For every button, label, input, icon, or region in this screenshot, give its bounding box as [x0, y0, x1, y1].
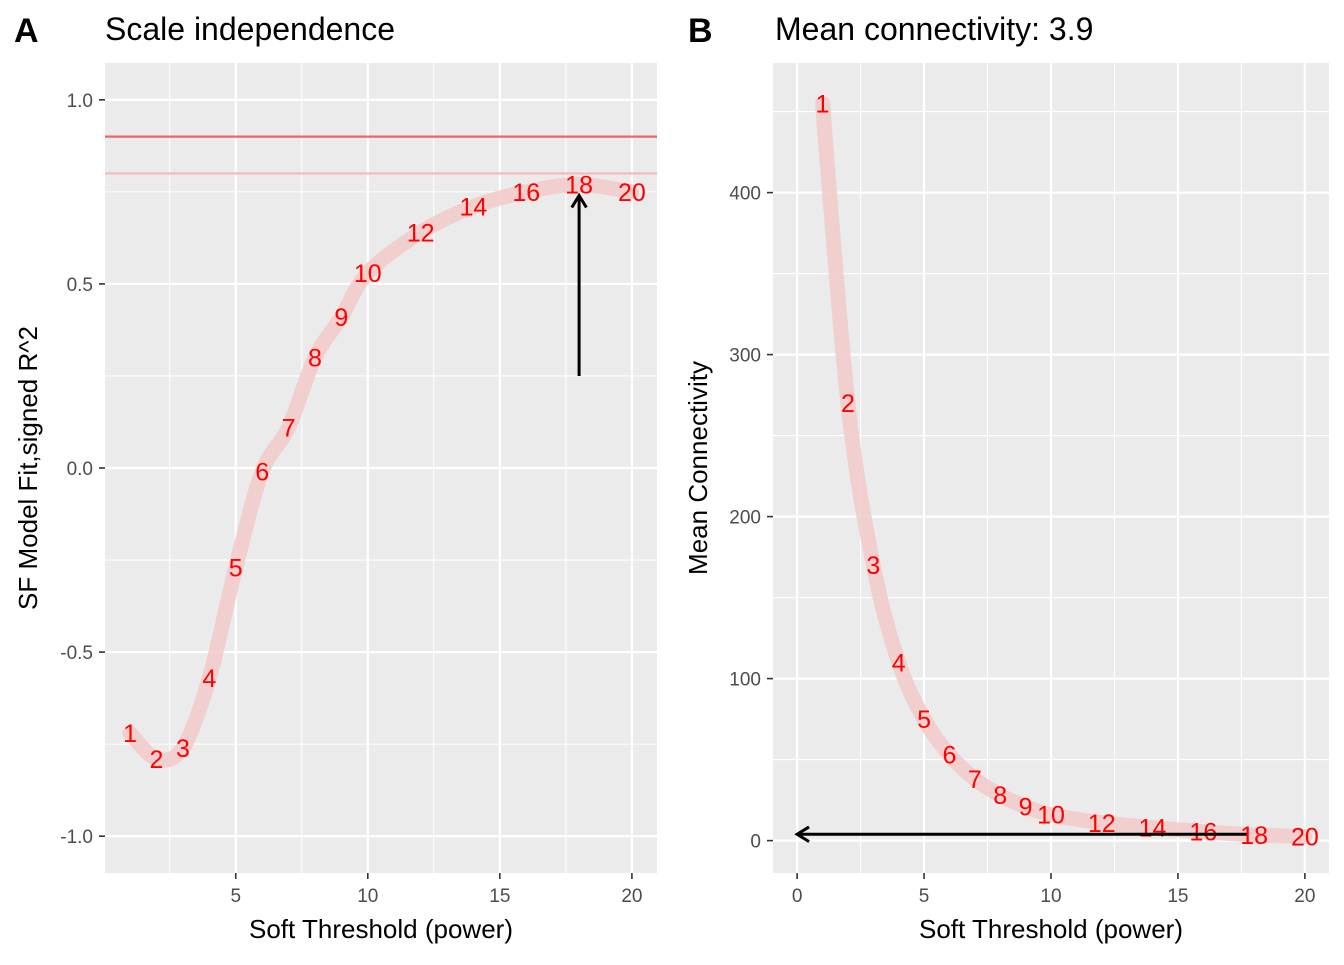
panel-b-x-tick-label: 20: [1294, 886, 1315, 907]
panel-b-title: Mean connectivity: 3.9: [775, 11, 1093, 47]
panel-b-series-line: [815, 96, 1313, 845]
panel-b-tag: B: [688, 12, 713, 50]
panel-b-y-tick-label: 300: [729, 346, 761, 367]
panel-b-point-label-9: 9: [1019, 794, 1033, 822]
panel-a-point-label-14: 14: [460, 194, 488, 222]
panel-a-x-tick-label: 20: [621, 886, 642, 907]
panel-b-point-label-14: 14: [1139, 815, 1167, 843]
panel-b-x-axis-title: Soft Threshold (power): [919, 914, 1183, 944]
panel-b-y-tick-label: 100: [729, 670, 761, 691]
panel-a-point-label-2: 2: [150, 746, 164, 774]
panel-b-point-label-5: 5: [917, 706, 931, 734]
panel-a-point-label-8: 8: [308, 345, 322, 373]
panel-a-point-label-7: 7: [282, 415, 296, 443]
panel-b-y-tick-label: 0: [750, 832, 761, 853]
panel-a-point-label-1: 1: [123, 720, 137, 748]
panel-a-y-tick-label: 0.5: [67, 275, 93, 296]
panel-b-x-tick-label: 5: [919, 886, 930, 907]
panel-b-x-tick-label: 15: [1167, 886, 1188, 907]
panel-a-arrow-annotation: [570, 192, 588, 376]
panel-b-point-label-1: 1: [816, 91, 830, 119]
panel-a-point-label-10: 10: [354, 260, 382, 288]
panel-b-arrow-head: [794, 825, 810, 843]
panel-a-y-tick-label: 0.0: [67, 459, 93, 480]
panel-a-series-line: [122, 177, 640, 768]
panel-a-ticks: 5 10 15 20-1.0-0.50.00.51.0: [60, 91, 642, 907]
panel-a-grid: [105, 63, 657, 873]
panel-a-point-label-20: 20: [618, 179, 646, 207]
panel-b-point-label-2: 2: [841, 390, 855, 418]
panel-a-point-label-6: 6: [255, 459, 269, 487]
panel-b-point-label-3: 3: [866, 552, 880, 580]
panel-a-x-tick-label: 10: [357, 886, 378, 907]
panel-b-point-label-4: 4: [892, 649, 906, 677]
panel-b-point-label-6: 6: [942, 742, 956, 770]
panel-a-point-label-9: 9: [334, 304, 348, 332]
panel-b-y-axis-title: Mean Connectivity: [683, 361, 713, 575]
panel-a-point-label-5: 5: [229, 554, 243, 582]
panel-b-point-label-20: 20: [1291, 824, 1319, 852]
panel-a-arrow-head: [570, 192, 588, 209]
panel-b-point-label-8: 8: [993, 782, 1007, 810]
panel-b-point-label-16: 16: [1189, 819, 1217, 847]
panel-b-y-tick-label: 200: [729, 508, 761, 529]
panel-b-x-tick-label: 10: [1040, 886, 1061, 907]
panel-a-point-label-4: 4: [202, 665, 216, 693]
panel-a-tag: A: [14, 12, 39, 50]
panel-a-x-axis-title: Soft Threshold (power): [249, 914, 513, 944]
panel-b-x-tick-label: 0: [792, 886, 803, 907]
panel-a-title: Scale independence: [105, 11, 395, 47]
panel-b-arrow-annotation: [794, 825, 1247, 843]
panel-b-y-tick-label: 400: [729, 184, 761, 205]
panel-a-point-label-3: 3: [176, 735, 190, 763]
panel-b-point-label-7: 7: [968, 766, 982, 794]
panel-b-point-label-18: 18: [1240, 822, 1268, 850]
panel-a-point-label-12: 12: [407, 219, 435, 247]
panel-a-x-tick-label: 5: [230, 886, 241, 907]
panel-a-point-label-16: 16: [512, 179, 540, 207]
panel-a-x-tick-label: 15: [489, 886, 510, 907]
panel-a-y-tick-label: -0.5: [60, 643, 93, 664]
panel-a-y-tick-label: 1.0: [67, 91, 93, 112]
panel-a-y-axis-title: SF Model Fit,signed R^2: [13, 326, 43, 610]
panel-b-point-label-10: 10: [1037, 802, 1065, 830]
panel-a-y-tick-label: -1.0: [60, 827, 93, 848]
